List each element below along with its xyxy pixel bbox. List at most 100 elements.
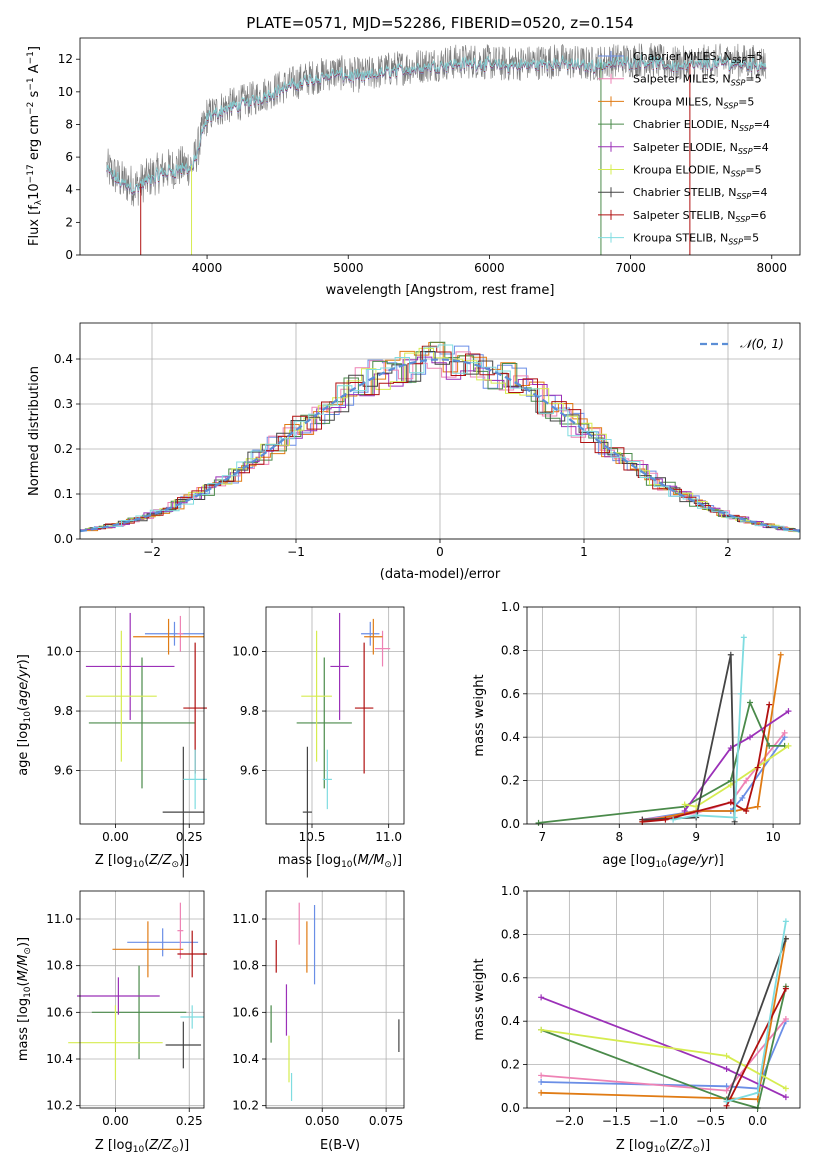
y-tick-label: 10.4 <box>232 1052 259 1066</box>
weight-point-marker <box>747 734 754 741</box>
weight-point-marker <box>743 777 750 784</box>
weight-point-marker <box>743 807 750 814</box>
x-tick-label: 8000 <box>756 261 787 275</box>
panel-mass_vs_Z: 0.00 0.25 10.2 10.4 10.6 10.8 11.0 Z [log10(Z/Z… <box>16 890 207 1155</box>
x-tick-label: −0.5 <box>696 1114 725 1128</box>
weight-series-line <box>540 986 787 1110</box>
x-tick-label: 4000 <box>192 261 223 275</box>
weight-point-marker <box>538 1078 545 1085</box>
y-tick-label: 10.8 <box>232 959 259 973</box>
x-axis-label: E(B-V) <box>320 1138 360 1153</box>
legend-label: Chabrier STELIB, NSSP=4 <box>633 186 767 201</box>
weight-point-marker <box>777 651 784 658</box>
y-axis-label: mass [log10(M/M⊙)] <box>16 937 33 1061</box>
x-tick-label: 0 <box>436 545 444 559</box>
weight-point-marker <box>785 742 792 749</box>
x-tick-label: 0.00 <box>102 830 129 844</box>
y-tick-label: 0.6 <box>501 971 520 985</box>
weight-point-marker <box>747 699 754 706</box>
axes-frame <box>526 606 801 825</box>
spectrum-model-line <box>106 54 767 194</box>
x-axis-label: mass [log10(M/M⊙)] <box>278 853 402 870</box>
y-tick-label: 8 <box>65 117 73 131</box>
y-axis-label: age [log10(age/yr)] <box>16 654 33 776</box>
y-tick-label: 0.8 <box>501 643 520 657</box>
x-tick-label: 0.00 <box>102 1114 129 1128</box>
x-axis-label: Z [log10(Z/Z⊙)] <box>616 1138 710 1155</box>
y-tick-label: 10.6 <box>232 1005 259 1019</box>
weight-point-marker <box>731 814 738 821</box>
weight-series-line <box>683 710 790 812</box>
y-tick-label: 10.2 <box>46 1099 73 1113</box>
legend-label: Salpeter ELODIE, NSSP=4 <box>633 141 769 156</box>
y-tick-label: 0 <box>65 248 73 262</box>
weight-point-marker <box>737 690 744 697</box>
y-tick-label: 0.4 <box>54 352 73 366</box>
x-tick-label: 0.25 <box>176 1114 203 1128</box>
normal-distribution-curve <box>79 358 801 533</box>
panel-spectrum: 4000 5000 6000 7000 8000 0 2 4 6 8 10 12 PLATE=0571,… <box>26 14 801 298</box>
weight-point-marker <box>754 1089 761 1096</box>
axes-frame <box>265 606 405 825</box>
weight-series-line <box>725 988 787 1107</box>
weight-point-marker <box>785 708 792 715</box>
weight-point-marker <box>754 764 761 771</box>
y-axis-label: mass weight <box>472 958 487 1040</box>
y-tick-label: 0.2 <box>54 442 73 456</box>
x-tick-label: −1 <box>287 545 305 559</box>
weight-series-line <box>642 704 771 823</box>
legend-label: Salpeter MILES, NSSP=5 <box>633 73 762 88</box>
axes-frame <box>265 890 405 1109</box>
x-tick-label: 0.25 <box>176 830 203 844</box>
y-tick-label: 0.2 <box>501 1058 520 1072</box>
weight-point-marker <box>681 801 688 808</box>
x-tick-label: 1 <box>580 545 588 559</box>
axes-frame <box>79 37 801 256</box>
x-tick-label: −2 <box>143 545 161 559</box>
panel-residuals: −2 −1 0 1 2 0.0 0.1 0.2 0.3 0.4 𝒩(0, 1) (data-model… <box>27 322 801 582</box>
weight-point-marker <box>723 1087 730 1094</box>
weight-point-marker <box>782 985 789 992</box>
x-tick-label: −1.0 <box>649 1114 678 1128</box>
weight-point-marker <box>781 729 788 736</box>
panel-weight_vs_age: 7 8 9 10 0.0 0.2 0.4 0.6 0.8 1.0 mass weight age [l… <box>472 600 801 870</box>
y-tick-label: 10.2 <box>232 1099 259 1113</box>
x-tick-label: 9 <box>692 830 700 844</box>
y-tick-label: 6 <box>65 150 73 164</box>
x-tick-label: 0.050 <box>305 1114 339 1128</box>
weight-point-marker <box>662 816 669 823</box>
weight-point-marker <box>754 803 761 810</box>
x-tick-label: 11.0 <box>375 830 402 844</box>
y-tick-label: 10.0 <box>46 645 73 659</box>
weight-series-line <box>725 938 787 1102</box>
x-tick-label: −1.5 <box>602 1114 631 1128</box>
y-tick-label: 11.0 <box>46 912 73 926</box>
weight-point-marker <box>538 1026 545 1033</box>
y-tick-label: 0.4 <box>501 1014 520 1028</box>
panel-weight_vs_Z: −2.0 −1.5 −1.0 −0.5 0.0 0.0 0.2 0.4 0.6 0.8 1.0 mas… <box>472 884 801 1155</box>
x-tick-label: 0.075 <box>369 1114 403 1128</box>
y-tick-label: 0.0 <box>501 1101 520 1115</box>
legend-label: Chabrier MILES, NSSP=5 <box>633 50 763 65</box>
y-tick-label: 0.6 <box>501 687 520 701</box>
weight-point-marker <box>740 634 747 641</box>
y-tick-label: 10.6 <box>46 1005 73 1019</box>
axes-frame <box>526 890 801 1109</box>
x-tick-label: 8 <box>615 830 623 844</box>
weight-point-marker <box>727 799 734 806</box>
y-tick-label: 12 <box>58 52 73 66</box>
y-tick-label: 10 <box>58 85 73 99</box>
weight-point-marker <box>538 1089 545 1096</box>
y-tick-label: 0.8 <box>501 927 520 941</box>
y-tick-label: 9.8 <box>240 704 259 718</box>
y-tick-label: 0.1 <box>54 487 73 501</box>
histogram-series <box>84 341 800 532</box>
legend-label: Salpeter STELIB, NSSP=6 <box>633 209 766 224</box>
weight-point-marker <box>766 701 773 708</box>
weight-point-marker <box>681 807 688 814</box>
legend-label: 𝒩(0, 1) <box>740 337 784 351</box>
figure-title: PLATE=0571, MJD=52286, FIBERID=0520, z=0… <box>246 14 633 32</box>
y-axis-label: Flux [fλ10−17 erg cm−2 s−1 A−1] <box>26 46 44 246</box>
legend-label: Chabrier ELODIE, NSSP=4 <box>633 118 770 133</box>
